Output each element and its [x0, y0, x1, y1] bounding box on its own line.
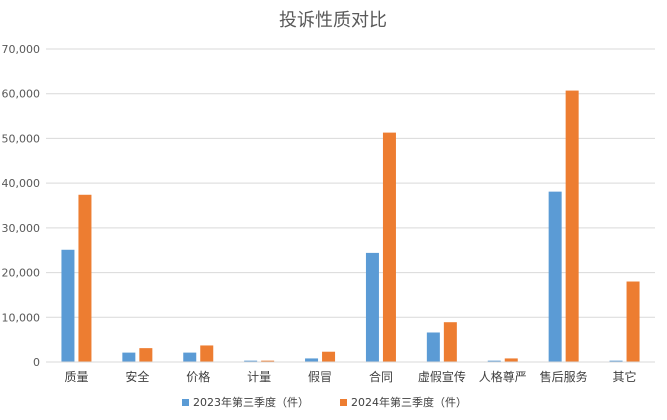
y-tick-label: 60,000	[2, 88, 41, 101]
bar-2024	[504, 358, 518, 362]
bars	[61, 90, 640, 362]
legend-swatch	[182, 399, 189, 406]
y-tick-label: 30,000	[2, 222, 41, 235]
x-category-label: 虚假宣传	[418, 369, 466, 384]
legend: 2023年第三季度（件） 2024年第三季度（件）	[182, 395, 467, 409]
bar-2023	[487, 360, 501, 362]
x-category-label: 售后服务	[540, 369, 588, 384]
bar-2024	[200, 345, 214, 362]
bar-2024	[565, 90, 579, 362]
bar-2024	[78, 194, 92, 362]
x-category-label: 质量	[64, 370, 88, 384]
gridlines	[46, 48, 655, 318]
bar-2024	[261, 360, 275, 362]
bar-2023	[426, 332, 440, 362]
x-category-label: 合同	[369, 369, 393, 384]
y-tick-label: 70,000	[2, 43, 41, 56]
bar-2023	[183, 352, 197, 362]
bar-2024	[139, 348, 153, 362]
bar-2023	[122, 352, 136, 362]
bar-2024	[382, 132, 396, 362]
bar-2023	[61, 249, 75, 362]
y-tick-label: 40,000	[2, 177, 41, 190]
bar-2024	[626, 281, 640, 362]
y-tick-label: 0	[33, 356, 40, 369]
chart-title: 投诉性质对比	[279, 10, 387, 31]
bar-2023	[244, 360, 258, 362]
x-category-label: 人格尊严	[479, 369, 527, 384]
y-tick-label: 50,000	[2, 132, 41, 145]
x-category-label: 安全	[125, 369, 149, 384]
bar-2023	[609, 360, 623, 362]
bar-2024	[443, 322, 457, 362]
legend-swatch	[340, 399, 347, 406]
legend-label: 2024年第三季度（件）	[351, 395, 467, 409]
x-category-label: 价格	[186, 369, 210, 384]
bar-2023	[365, 252, 379, 362]
category-labels: 质量 安全 价格 计量 假冒 合同 虚假宣传 人格尊严 售后服务 其它	[64, 369, 636, 384]
x-category-label: 其它	[613, 369, 637, 384]
bar-2024	[322, 351, 336, 362]
bar-2023	[548, 191, 562, 362]
x-category-label: 计量	[247, 370, 271, 384]
legend-label: 2023年第三季度（件）	[193, 395, 309, 409]
y-axis-ticks: 0 10,000 20,000 30,000 40,000 50,000 60,000 70,…	[2, 43, 41, 369]
y-tick-label: 20,000	[2, 267, 41, 280]
x-category-label: 假冒	[308, 370, 332, 384]
y-tick-label: 10,000	[2, 311, 41, 324]
bar-2023	[305, 358, 319, 362]
